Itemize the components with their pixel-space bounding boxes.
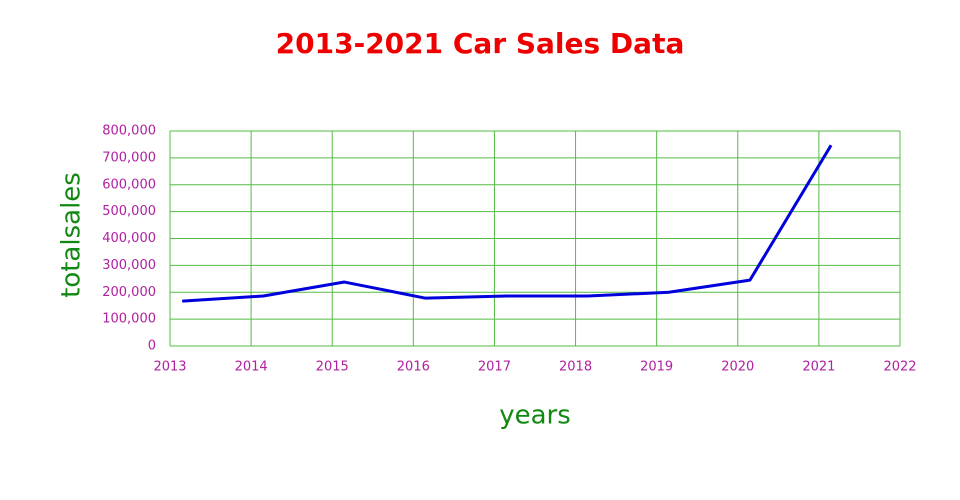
x-tick-label: 2013 <box>153 360 186 375</box>
y-tick-label: 800,000 <box>102 124 156 139</box>
line-series <box>182 144 833 303</box>
y-tick-label: 300,000 <box>102 258 156 273</box>
x-axis-label: years <box>499 401 571 431</box>
y-axis-label: totalsales <box>57 172 87 298</box>
x-tick-label: 2021 <box>802 360 835 375</box>
x-tick-label: 2016 <box>397 360 430 375</box>
y-tick-label: 700,000 <box>102 150 156 165</box>
x-tick-label: 2019 <box>640 360 673 375</box>
x-tick-label: 2014 <box>235 360 268 375</box>
x-tick-label: 2017 <box>478 360 511 375</box>
x-tick-label: 2018 <box>559 360 592 375</box>
y-tick-label: 0 <box>148 339 156 354</box>
x-tick-label: 2022 <box>883 360 916 375</box>
y-tick-label: 600,000 <box>102 177 156 192</box>
y-tick-label: 200,000 <box>102 285 156 300</box>
y-tick-label: 500,000 <box>102 204 156 219</box>
y-tick-label: 400,000 <box>102 231 156 246</box>
x-tick-label: 2020 <box>721 360 754 375</box>
x-tick-label: 2015 <box>316 360 349 375</box>
y-tick-label: 100,000 <box>102 312 156 327</box>
chart-title: 2013-2021 Car Sales Data <box>276 27 685 60</box>
